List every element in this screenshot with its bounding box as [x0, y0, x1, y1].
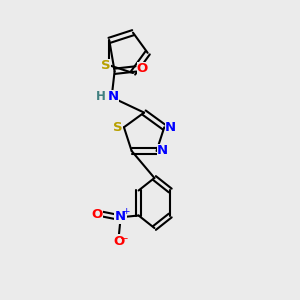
Text: O: O	[113, 235, 124, 248]
Text: O: O	[136, 62, 148, 75]
Text: H: H	[95, 90, 105, 103]
Text: N: N	[157, 145, 168, 158]
Text: N: N	[165, 121, 176, 134]
Text: S: S	[113, 121, 123, 134]
Text: S: S	[101, 59, 111, 72]
Text: −: −	[120, 234, 129, 244]
Text: N: N	[115, 211, 126, 224]
Text: +: +	[122, 207, 129, 216]
Text: N: N	[108, 90, 119, 103]
Text: O: O	[91, 208, 102, 220]
